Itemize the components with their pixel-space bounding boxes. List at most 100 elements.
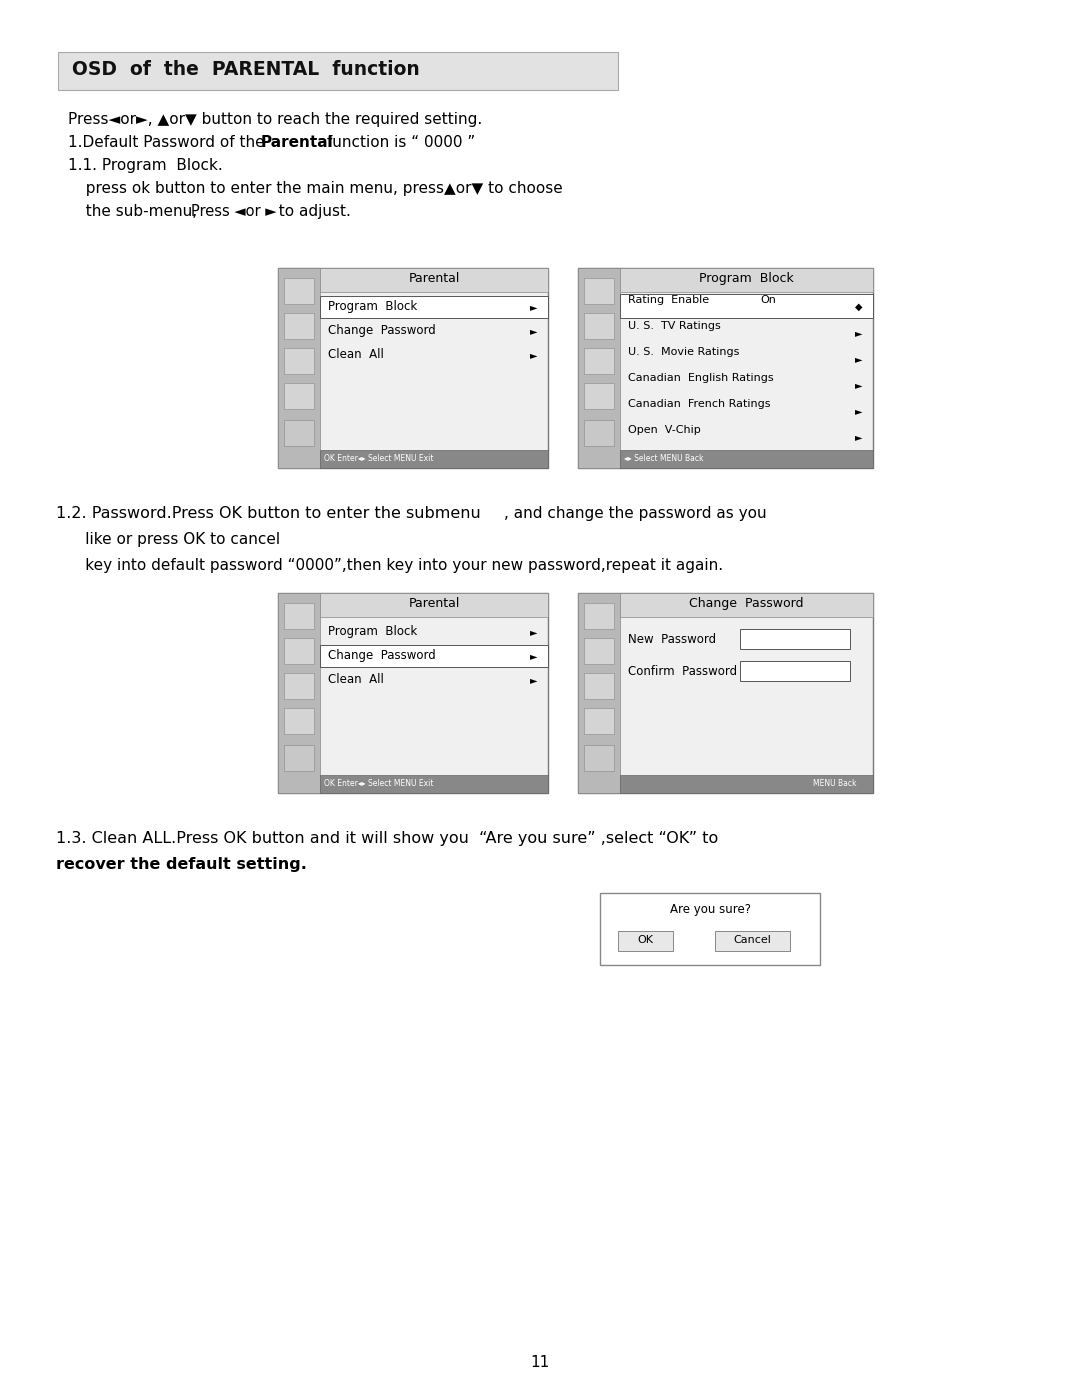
Text: U. S.  TV Ratings: U. S. TV Ratings	[627, 321, 720, 331]
Text: Press ◄or ►: Press ◄or ►	[191, 204, 276, 219]
Bar	[740, 661, 850, 680]
Bar	[584, 278, 615, 305]
Bar	[278, 268, 548, 468]
Bar	[320, 268, 548, 292]
Text: Parental: Parental	[408, 597, 460, 610]
Text: New  Password: New Password	[627, 633, 716, 645]
Bar	[284, 708, 314, 733]
Text: OK Enter◂▸ Select MENU Exit: OK Enter◂▸ Select MENU Exit	[324, 780, 433, 788]
Text: Canadian  English Ratings: Canadian English Ratings	[627, 373, 773, 383]
Text: Cancel: Cancel	[733, 935, 771, 944]
Text: ►: ►	[530, 675, 538, 685]
Text: Change  Password: Change Password	[328, 650, 435, 662]
Bar	[284, 278, 314, 305]
Text: MENU Back: MENU Back	[813, 780, 856, 788]
Bar	[578, 592, 620, 793]
Bar	[620, 268, 873, 292]
Bar	[320, 592, 548, 617]
Text: Parental: Parental	[408, 272, 460, 285]
Text: U. S.  Movie Ratings: U. S. Movie Ratings	[627, 346, 740, 358]
Text: ►: ►	[530, 351, 538, 360]
Bar	[578, 268, 873, 468]
Bar	[584, 383, 615, 409]
Text: Parental: Parental	[261, 136, 334, 149]
Bar	[284, 604, 314, 629]
Bar	[320, 645, 548, 666]
Bar	[584, 745, 615, 771]
Text: On: On	[760, 295, 775, 305]
Text: like or press OK to cancel: like or press OK to cancel	[56, 532, 280, 548]
Bar	[284, 673, 314, 698]
Bar	[620, 592, 873, 617]
Text: ►: ►	[530, 302, 538, 312]
Text: Clean  All: Clean All	[328, 348, 383, 360]
Text: Confirm  Password: Confirm Password	[627, 665, 738, 678]
Text: ◂▸ Select MENU Back: ◂▸ Select MENU Back	[624, 454, 703, 462]
Text: ◆: ◆	[855, 302, 863, 312]
Text: Clean  All: Clean All	[328, 673, 383, 686]
Text: 1.Default Password of the: 1.Default Password of the	[68, 136, 270, 149]
Bar	[600, 893, 820, 965]
Text: the sub-menu,: the sub-menu,	[76, 204, 202, 219]
Bar	[284, 313, 314, 339]
Text: OSD  of  the  PARENTAL  function: OSD of the PARENTAL function	[72, 60, 420, 80]
Text: 1.1. Program  Block.: 1.1. Program Block.	[68, 158, 222, 173]
Text: ►: ►	[855, 328, 863, 338]
Text: 11: 11	[530, 1355, 550, 1370]
Bar	[284, 420, 314, 446]
Bar	[584, 348, 615, 374]
Bar	[320, 296, 548, 319]
Bar	[320, 775, 548, 793]
Bar	[584, 708, 615, 733]
Bar	[278, 268, 320, 468]
Bar	[284, 383, 314, 409]
Text: key into default password “0000”,then key into your new password,repeat it again: key into default password “0000”,then ke…	[56, 557, 724, 573]
Bar	[618, 930, 673, 951]
Text: , and change the password as you: , and change the password as you	[504, 506, 767, 521]
Bar	[320, 450, 548, 468]
Text: recover the default setting.: recover the default setting.	[56, 856, 307, 872]
Bar	[740, 629, 850, 650]
Text: 1.2. Password.Press OK button to enter the submenu: 1.2. Password.Press OK button to enter t…	[56, 506, 481, 521]
Text: Are you sure?: Are you sure?	[670, 902, 751, 916]
Bar	[578, 592, 873, 793]
Text: ►: ►	[530, 326, 538, 337]
Text: ►: ►	[530, 651, 538, 661]
Text: to adjust.: to adjust.	[269, 204, 351, 219]
Text: Program  Block: Program Block	[328, 624, 417, 638]
Bar	[284, 638, 314, 664]
Bar	[620, 450, 873, 468]
Bar	[620, 293, 873, 319]
Bar	[284, 348, 314, 374]
Text: ►: ►	[530, 627, 538, 637]
Text: ►: ►	[855, 407, 863, 416]
Bar	[620, 775, 873, 793]
Text: Program  Block: Program Block	[328, 300, 417, 313]
Bar	[584, 604, 615, 629]
Text: press ok button to enter the main menu, press▲or▼ to choose: press ok button to enter the main menu, …	[76, 182, 563, 196]
Bar	[278, 592, 320, 793]
Bar	[278, 592, 548, 793]
Bar	[584, 638, 615, 664]
Bar	[578, 268, 620, 468]
Text: Change  Password: Change Password	[689, 597, 804, 610]
Text: Rating  Enable: Rating Enable	[627, 295, 710, 305]
Text: Canadian  French Ratings: Canadian French Ratings	[627, 400, 770, 409]
Bar	[715, 930, 789, 951]
Text: 1.3. Clean ALL.Press OK button and it will show you  “Are you sure” ,select “OK”: 1.3. Clean ALL.Press OK button and it wi…	[56, 831, 718, 847]
Text: ►: ►	[855, 353, 863, 365]
Text: ►: ►	[855, 380, 863, 390]
Text: Open  V-Chip: Open V-Chip	[627, 425, 701, 434]
Text: function is “ 0000 ”: function is “ 0000 ”	[322, 136, 475, 149]
Text: Change  Password: Change Password	[328, 324, 435, 337]
Bar	[58, 52, 618, 89]
Bar	[284, 745, 314, 771]
Text: Program  Block: Program Block	[699, 272, 794, 285]
Text: OK: OK	[637, 935, 653, 944]
Bar	[584, 420, 615, 446]
Text: OK Enter◂▸ Select MENU Exit: OK Enter◂▸ Select MENU Exit	[324, 454, 433, 462]
Text: ►: ►	[855, 432, 863, 441]
Bar	[584, 673, 615, 698]
Bar	[584, 313, 615, 339]
Text: Press◄or►, ▲or▼ button to reach the required setting.: Press◄or►, ▲or▼ button to reach the requ…	[68, 112, 483, 127]
